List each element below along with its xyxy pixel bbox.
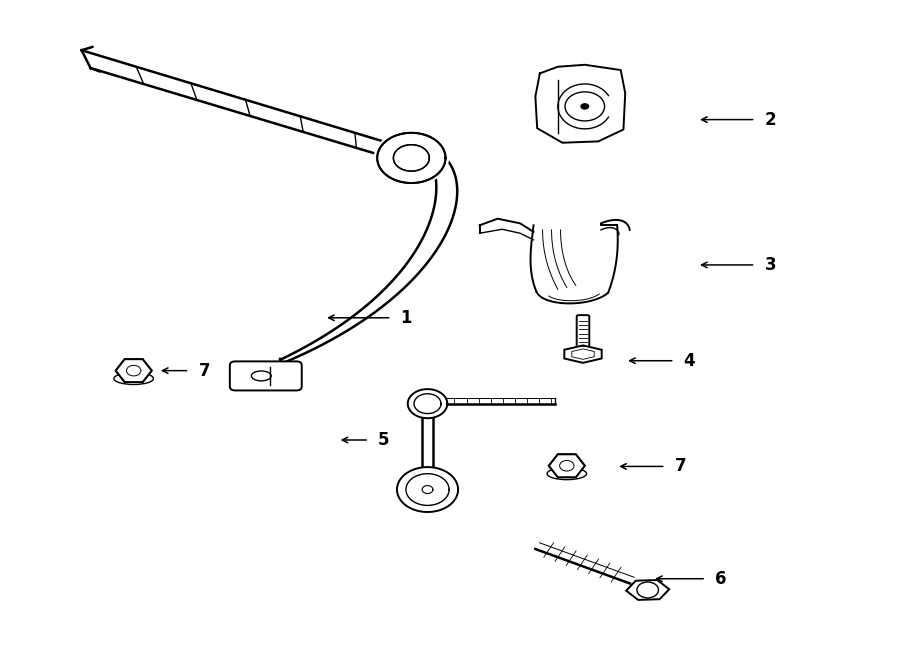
Text: 3: 3 [764, 256, 776, 274]
Text: 6: 6 [716, 570, 726, 588]
Polygon shape [626, 580, 670, 600]
Polygon shape [549, 454, 585, 477]
FancyBboxPatch shape [230, 361, 302, 391]
Ellipse shape [547, 468, 587, 480]
FancyBboxPatch shape [577, 315, 590, 352]
Ellipse shape [114, 373, 154, 385]
Text: 2: 2 [764, 111, 776, 128]
Text: 7: 7 [198, 361, 210, 379]
Text: 4: 4 [684, 352, 696, 370]
Polygon shape [116, 359, 152, 382]
Polygon shape [564, 346, 602, 363]
Circle shape [580, 103, 590, 110]
Text: 5: 5 [378, 431, 390, 449]
Text: 7: 7 [675, 457, 687, 475]
Text: 1: 1 [400, 308, 412, 327]
Polygon shape [549, 454, 585, 477]
Polygon shape [116, 359, 152, 382]
Circle shape [374, 130, 449, 185]
